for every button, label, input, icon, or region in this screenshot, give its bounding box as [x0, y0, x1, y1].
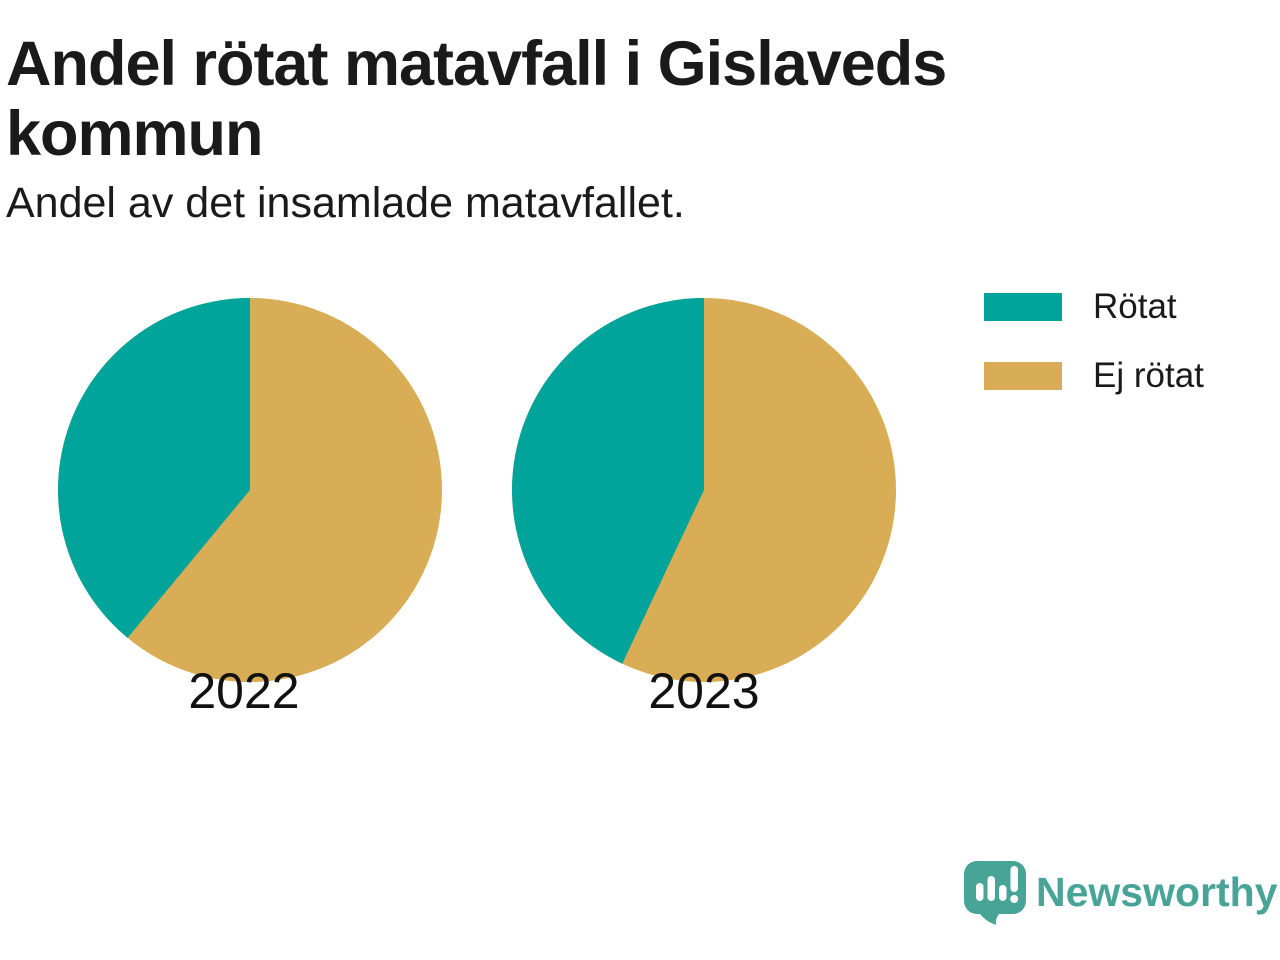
speech-bubble-bar-chart-icon [964, 861, 1026, 925]
legend-swatch-ej-rotat [984, 362, 1062, 390]
pie-label-2023: 2023 [648, 663, 760, 719]
pie-label-2022: 2022 [188, 663, 300, 719]
chart-subtitle: Andel av det insamlade matavfallet. [6, 179, 685, 227]
newsworthy-logo: Newsworthy [964, 858, 1278, 928]
legend-swatch-rotat [984, 293, 1062, 321]
legend: Rötat Ej rötat [984, 287, 1204, 396]
legend-item-ej-rotat: Ej rötat [984, 356, 1204, 396]
legend-label-ej-rotat: Ej rötat [1093, 356, 1204, 395]
pie-chart-2023 [512, 298, 896, 682]
chart-title: Andel rötat matavfall i Gislaveds kommun [6, 29, 947, 169]
legend-item-rotat: Rötat [984, 287, 1204, 327]
pie-chart-2022 [58, 298, 442, 682]
legend-label-rotat: Rötat [1093, 287, 1177, 326]
newsworthy-logo-text: Newsworthy [1036, 869, 1278, 915]
